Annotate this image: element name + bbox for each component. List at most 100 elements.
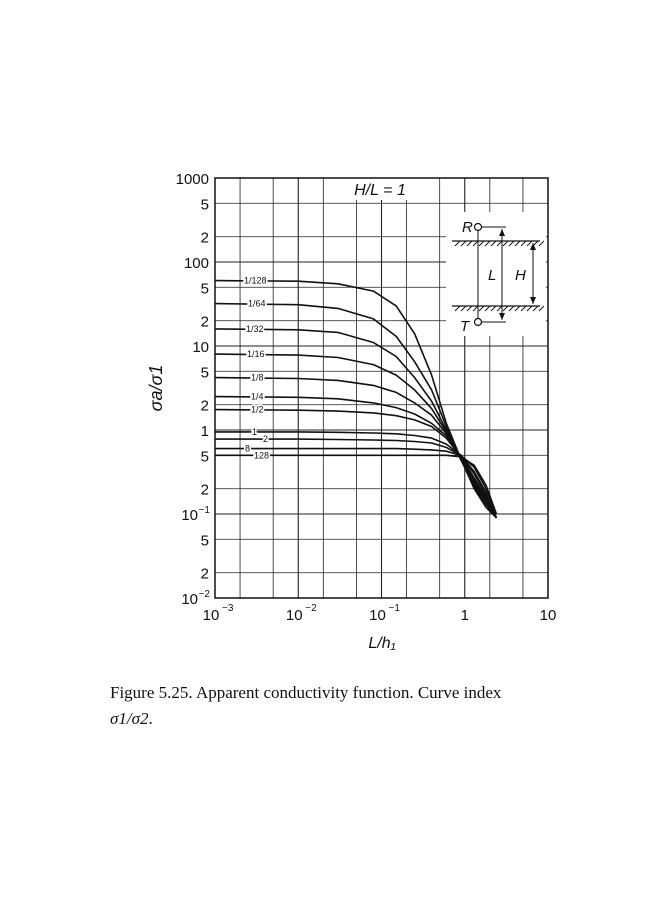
inset-hatch-bottom xyxy=(454,305,545,312)
inset-label-l: L xyxy=(488,267,496,284)
inset-diagram: R T L H xyxy=(446,212,546,336)
inset-hatch-top xyxy=(454,240,545,247)
x-tick-exponent: −3 xyxy=(222,603,234,614)
y-axis-label: σa/σ1 xyxy=(146,365,166,412)
caption-period: . xyxy=(148,709,153,728)
hatch-mark xyxy=(508,305,515,312)
curve-label: 2 xyxy=(263,434,268,444)
hatch-mark xyxy=(478,240,485,247)
curve-line xyxy=(215,447,498,515)
caption-line-1: Figure 5.25. Apparent conductivity funct… xyxy=(110,683,502,702)
y-tick-label: 10 xyxy=(181,507,198,524)
y-tick-label: 2 xyxy=(201,230,209,247)
hatch-mark xyxy=(478,305,485,312)
hatch-mark xyxy=(454,240,461,247)
plot-frame xyxy=(214,177,549,599)
hatch-mark xyxy=(466,240,473,247)
x-tick-label: 1 xyxy=(461,607,469,624)
hatch-mark xyxy=(484,240,491,247)
hatch-mark xyxy=(454,305,461,312)
hatch-mark xyxy=(508,240,515,247)
y-tick-exponent: −1 xyxy=(199,505,211,516)
curve-label: 1/64 xyxy=(248,299,266,309)
hatch-mark xyxy=(514,305,521,312)
hatch-mark xyxy=(496,240,503,247)
x-axis-label: L/h₁ xyxy=(368,635,395,652)
y-tick-label: 100 xyxy=(184,255,209,272)
y-tick-exponent: −2 xyxy=(199,589,211,600)
hatch-mark xyxy=(484,305,491,312)
curve-line xyxy=(214,279,497,519)
curve-label: 1/128 xyxy=(244,276,267,286)
hatch-mark xyxy=(502,305,509,312)
title-background xyxy=(344,178,416,200)
curves xyxy=(214,279,498,519)
curve-line xyxy=(215,431,498,519)
inset-h-arrow-bottom xyxy=(530,297,536,304)
x-tick-label: 10 xyxy=(286,607,303,624)
y-tick-label: 2 xyxy=(201,398,209,415)
hatch-mark xyxy=(472,305,479,312)
curve-line xyxy=(214,408,498,519)
hatch-mark xyxy=(460,240,467,247)
y-tick-label: 10 xyxy=(192,339,209,356)
inset-background xyxy=(446,212,546,336)
x-tick-label: 10 xyxy=(369,607,386,624)
hatch-mark xyxy=(472,240,479,247)
curve-label: 1/4 xyxy=(251,392,264,402)
inset-label-h: H xyxy=(515,267,526,284)
x-tick-exponent: −2 xyxy=(305,603,317,614)
y-tick-label: 5 xyxy=(201,364,209,381)
y-tick-label: 2 xyxy=(201,314,209,331)
chart-title: H/L = 1 xyxy=(354,182,406,199)
curve-label: 1/16 xyxy=(247,349,265,359)
hatch-mark xyxy=(466,305,473,312)
figure-caption: Figure 5.25. Apparent conductivity funct… xyxy=(110,680,610,732)
inset-l-arrow-bottom xyxy=(499,313,505,320)
curve-line xyxy=(214,353,498,519)
hatch-mark xyxy=(460,305,467,312)
caption-variable: σ1/σ2 xyxy=(110,709,149,728)
y-tick-label: 5 xyxy=(201,196,209,213)
y-tick-label: 1 xyxy=(201,423,209,440)
inset-label-r: R xyxy=(462,219,473,236)
hatch-mark xyxy=(538,305,545,312)
curve-line xyxy=(214,395,498,519)
y-tick-label: 5 xyxy=(201,448,209,465)
inset-l-arrow-top xyxy=(499,229,505,236)
y-tick-label: 5 xyxy=(201,532,209,549)
x-tick-label: 10 xyxy=(540,607,557,624)
curve-line xyxy=(215,438,498,519)
inset-h-arrow-top xyxy=(530,243,536,250)
y-tick-label: 5 xyxy=(201,280,209,297)
curve-label: 1/32 xyxy=(246,324,264,334)
hatch-mark xyxy=(490,305,497,312)
y-tick-label: 1000 xyxy=(176,171,209,188)
curve-label: 1/8 xyxy=(251,373,264,383)
inset-transmitter-marker xyxy=(473,317,483,327)
curve-label: 1 xyxy=(252,427,257,437)
inset-receiver-marker xyxy=(473,222,483,232)
hatch-mark xyxy=(502,240,509,247)
curve-label: 1/2 xyxy=(251,405,264,415)
x-tick-label: 10 xyxy=(203,607,220,624)
y-tick-label: 2 xyxy=(201,566,209,583)
x-tick-labels: 10 −3 10 −2 10 −1 1 10 xyxy=(203,603,557,624)
y-tick-label: 2 xyxy=(201,482,209,499)
curve-label: 8 xyxy=(245,444,250,454)
hatch-mark xyxy=(514,240,521,247)
hatch-mark xyxy=(538,240,545,247)
curve-label: 128 xyxy=(254,450,269,460)
curve-line xyxy=(214,302,498,519)
hatch-mark xyxy=(496,305,503,312)
inset-label-t: T xyxy=(460,318,471,335)
y-tick-label: 10 xyxy=(181,591,198,608)
hatch-mark xyxy=(526,240,533,247)
hatch-mark xyxy=(532,305,539,312)
hatch-mark xyxy=(520,240,527,247)
hatch-mark xyxy=(490,240,497,247)
hatch-mark xyxy=(520,305,527,312)
